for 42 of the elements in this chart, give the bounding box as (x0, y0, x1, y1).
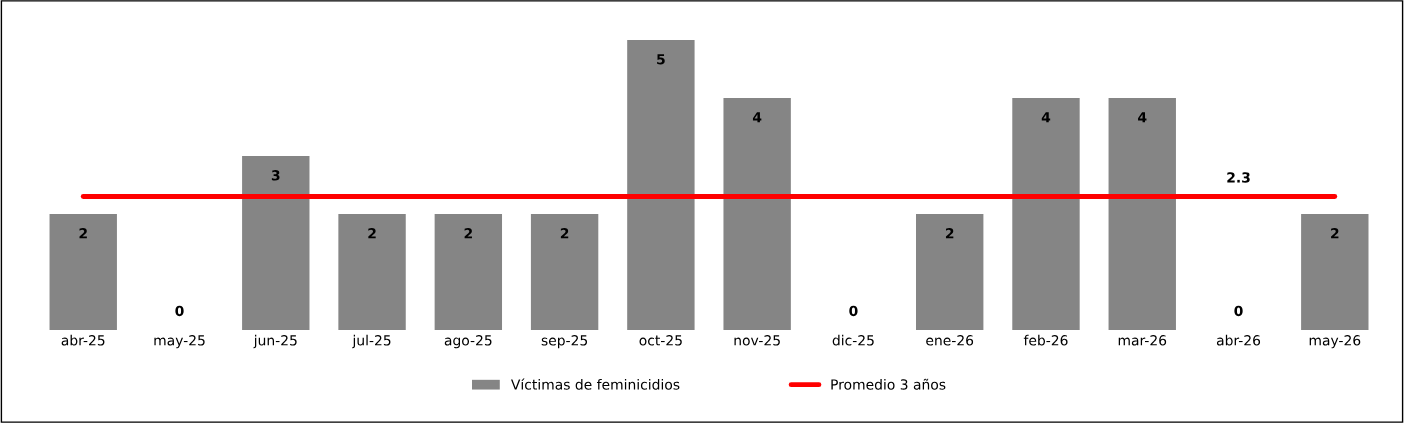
legend-label: Víctimas de feminicidios (511, 378, 680, 390)
bar (338, 213, 406, 330)
data-label: 2 (368, 228, 376, 239)
data-label: 0 (1234, 305, 1243, 317)
x-tick-label: may-26 (1309, 335, 1361, 349)
x-tick-label: nov-25 (734, 335, 780, 346)
x-tick-label: ene-26 (926, 335, 974, 346)
data-label: 3 (271, 170, 280, 181)
data-label: 0 (175, 305, 184, 317)
x-tick-label: jul-25 (352, 334, 391, 349)
data-label: 0 (849, 305, 858, 317)
bar (723, 97, 791, 330)
bar (530, 213, 599, 330)
data-label: 2 (560, 228, 569, 239)
bar (1108, 97, 1176, 330)
data-label: 4 (1138, 112, 1147, 123)
data-label: 2 (79, 228, 87, 239)
x-tick-label: may-25 (154, 335, 205, 349)
data-label: 2 (464, 228, 472, 239)
x-tick-label: mar-26 (1118, 335, 1167, 346)
bar (49, 213, 117, 330)
bar (916, 213, 984, 330)
data-label: 4 (752, 112, 762, 123)
bar (627, 39, 695, 330)
legend-label: Promedio 3 años (831, 378, 946, 390)
bar (1301, 213, 1369, 330)
bar (1012, 97, 1080, 330)
x-tick-label: oct-25 (639, 335, 682, 346)
x-tick-label: dic-25 (832, 334, 874, 346)
x-tick-label: sep-25 (541, 335, 588, 349)
data-label: 2 (1331, 228, 1339, 239)
data-label: 2.3 (1227, 172, 1250, 183)
x-tick-label: abr-25 (61, 334, 105, 346)
bar (434, 213, 503, 330)
data-label: 5 (657, 54, 665, 65)
x-tick-label: abr-26 (1216, 334, 1261, 346)
bar (242, 155, 310, 330)
x-tick-label: feb-26 (1023, 334, 1068, 346)
x-tick-label: jun-25 (253, 334, 297, 349)
x-tick-label: ago-25 (444, 335, 492, 349)
data-label: 4 (1041, 112, 1051, 123)
data-label: 2 (945, 228, 954, 239)
